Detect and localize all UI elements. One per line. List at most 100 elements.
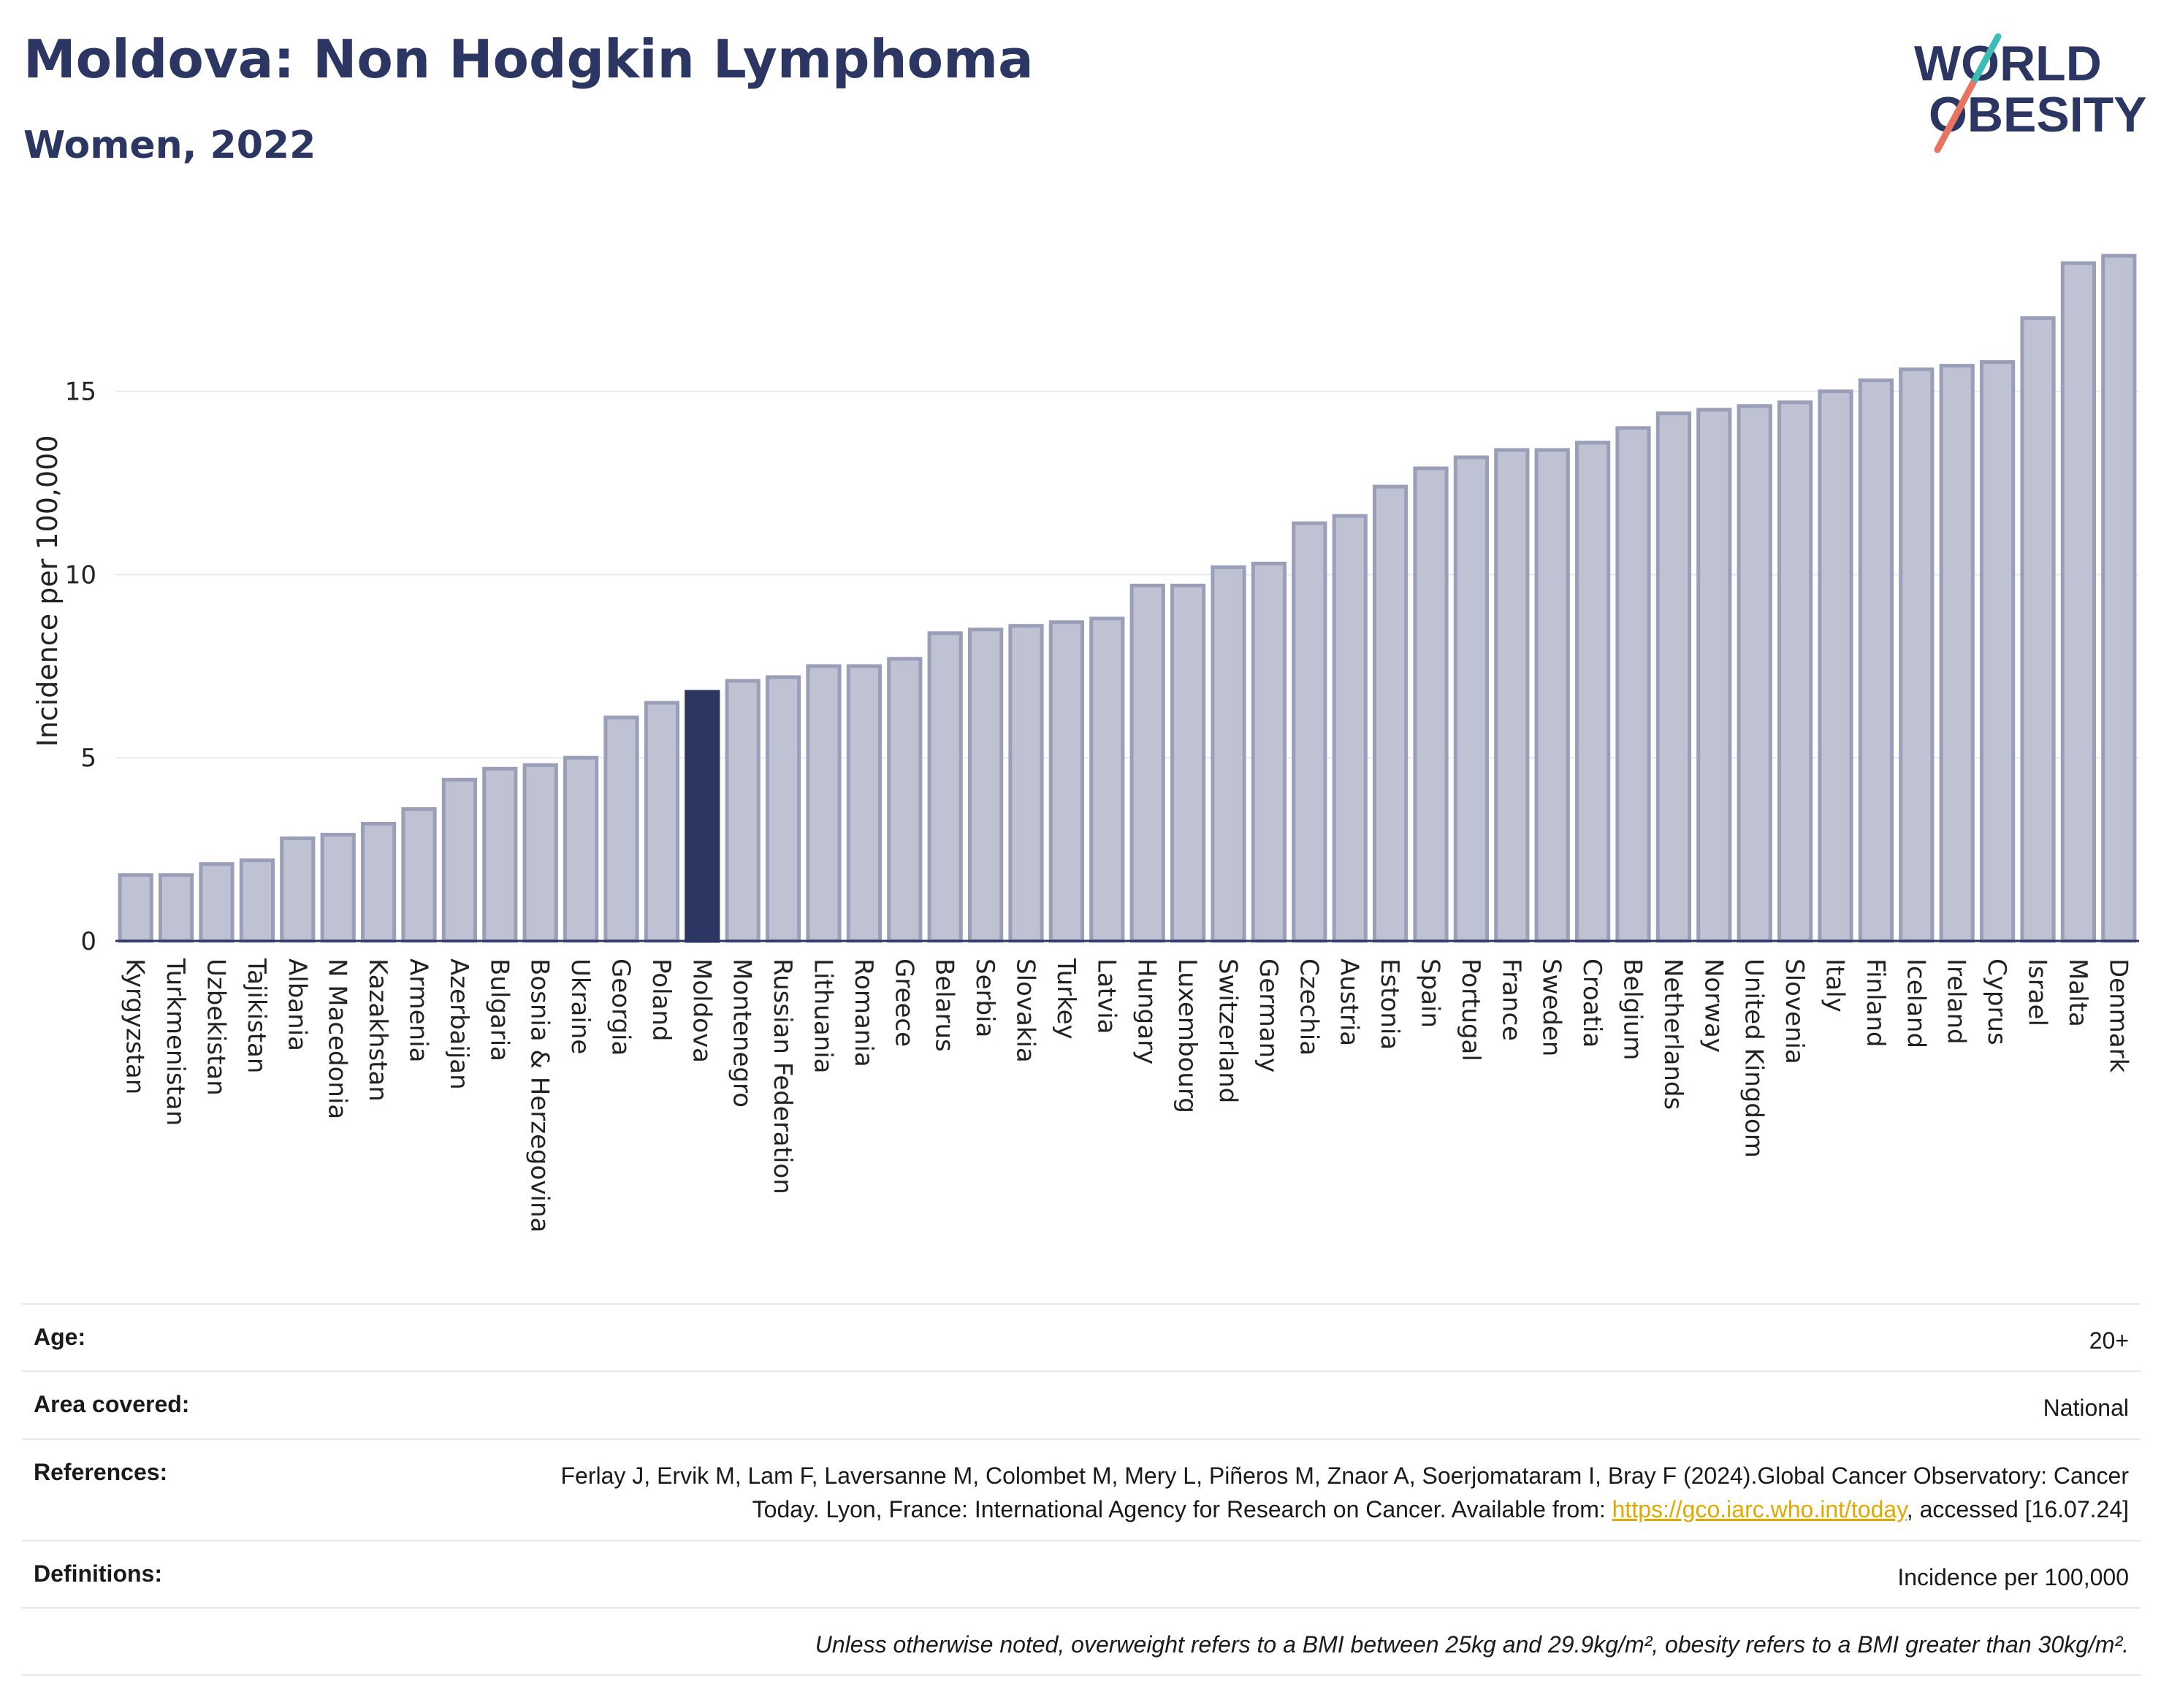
y-tick-label: 0 — [80, 927, 96, 956]
age-label: Age: — [34, 1324, 86, 1350]
x-tick-label: Azerbaijan — [444, 958, 473, 1090]
x-tick-label: Kyrgyzstan — [121, 958, 150, 1094]
bar-sweden — [1534, 448, 1570, 943]
x-tick-label: Austria — [1335, 958, 1364, 1046]
bar-poland — [644, 701, 680, 943]
bar-finland — [1858, 378, 1894, 943]
x-tick-label: Slovenia — [1780, 958, 1809, 1064]
area-label: Area covered: — [34, 1391, 190, 1418]
x-tick-label: Georgia — [606, 958, 636, 1056]
bar-kyrgyzstan — [118, 873, 153, 943]
references-row: References: Ferlay J, Ervik M, Lam F, La… — [22, 1438, 2141, 1540]
bar-belarus — [927, 631, 963, 943]
x-tick-label: Belarus — [930, 958, 959, 1052]
y-tick-label: 5 — [80, 744, 96, 773]
bar-slovakia — [1008, 624, 1044, 943]
bar-greece — [887, 657, 923, 943]
bar-belgium — [1615, 426, 1651, 943]
bar-malta — [2060, 261, 2097, 943]
bar-georgia — [603, 715, 639, 943]
x-tick-label: Poland — [647, 958, 676, 1042]
bar-armenia — [401, 807, 437, 943]
y-axis-label: Incidence per 100,000 — [31, 435, 64, 747]
references-tail: , accessed [16.07.24] — [1906, 1496, 2129, 1523]
bar-uzbekistan — [199, 862, 235, 943]
x-tick-label: Turkey — [1051, 958, 1080, 1040]
bar-lithuania — [806, 664, 842, 943]
x-tick-label: Iceland — [1901, 958, 1930, 1048]
bar-romania — [846, 664, 883, 943]
bar-turkmenistan — [158, 873, 194, 943]
x-tick-label: Greece — [889, 958, 918, 1047]
bar-austria — [1332, 514, 1368, 943]
x-tick-label: Slovakia — [1011, 958, 1040, 1063]
bar-denmark — [2101, 253, 2137, 943]
chart-title: Moldova: Non Hodgkin Lymphoma — [23, 28, 1034, 90]
bar-luxembourg — [1170, 584, 1206, 943]
bar-russian-federation — [765, 675, 801, 943]
logo-line1: WORLD — [1914, 36, 2102, 91]
x-tick-label: Moldova — [687, 958, 716, 1063]
x-tick-label: Hungary — [1132, 958, 1162, 1064]
x-tick-label: Serbia — [970, 958, 999, 1037]
area-value: National — [2043, 1395, 2129, 1422]
references-label: References: — [34, 1458, 168, 1485]
bar-france — [1494, 448, 1530, 943]
x-tick-label: Tajikistan — [242, 958, 271, 1073]
x-tick-label: Spain — [1416, 958, 1445, 1028]
bar-israel — [2020, 316, 2056, 943]
x-tick-label: Germany — [1254, 958, 1283, 1072]
world-obesity-logo: WORLD OBESITY — [1914, 33, 2147, 153]
x-tick-label: Malta — [2063, 958, 2092, 1027]
bar-iceland — [1899, 367, 1935, 943]
x-tick-label: Turkmenistan — [161, 958, 190, 1126]
x-tick-label: Czechia — [1294, 958, 1323, 1056]
bar-montenegro — [725, 679, 761, 943]
bar-germany — [1251, 561, 1287, 943]
x-tick-label: Israel — [2023, 958, 2052, 1026]
x-tick-label: France — [1496, 958, 1525, 1041]
bar-azerbaijan — [441, 777, 478, 943]
x-tick-label: Montenegro — [728, 958, 757, 1107]
references-value: Ferlay J, Ervik M, Lam F, Laversanne M, … — [558, 1459, 2129, 1527]
bar-hungary — [1129, 584, 1165, 943]
bar-tajikistan — [239, 858, 275, 943]
x-tick-label: Finland — [1861, 958, 1890, 1048]
x-tick-label: Sweden — [1537, 958, 1566, 1056]
x-tick-label: Estonia — [1375, 958, 1404, 1050]
bmi-note: Unless otherwise noted, overweight refer… — [815, 1631, 2129, 1658]
metadata-table: Age: 20+ Area covered: National Referenc… — [22, 1303, 2141, 1677]
x-tick-label: Albania — [282, 958, 311, 1051]
y-tick-label: 15 — [65, 378, 96, 407]
chart-subtitle: Women, 2022 — [23, 123, 316, 167]
x-tick-label: Russian Federation — [768, 958, 797, 1194]
x-tick-label: Netherlands — [1658, 958, 1688, 1110]
x-tick-label: Luxembourg — [1173, 958, 1202, 1113]
bar-ireland — [1939, 364, 1975, 943]
x-tick-label: Uzbekistan — [202, 958, 231, 1096]
references-text: Ferlay J, Ervik M, Lam F, Laversanne M, … — [560, 1462, 2129, 1523]
age-value: 20+ — [2089, 1327, 2129, 1354]
x-tick-label: Lithuania — [809, 958, 838, 1073]
x-tick-label: Armenia — [404, 958, 433, 1063]
age-row: Age: 20+ — [22, 1303, 2141, 1370]
bar-bulgaria — [482, 766, 518, 943]
bar-serbia — [967, 628, 1004, 943]
reference-link[interactable]: https://gco.iarc.who.int/today — [1612, 1496, 1907, 1523]
definitions-label: Definitions: — [34, 1560, 162, 1587]
area-row: Area covered: National — [22, 1370, 2141, 1438]
bar-turkey — [1048, 620, 1085, 943]
x-tick-label: Bulgaria — [484, 958, 514, 1061]
x-tick-label: United Kingdom — [1739, 958, 1769, 1158]
bar-portugal — [1453, 455, 1490, 943]
bar-kazakhstan — [360, 822, 397, 943]
bar-moldova — [685, 690, 720, 943]
bar-albania — [280, 836, 316, 943]
x-tick-label: Switzerland — [1213, 958, 1243, 1103]
definitions-row: Definitions: Incidence per 100,000 — [22, 1539, 2141, 1607]
x-tick-label: Portugal — [1456, 958, 1485, 1061]
x-tick-label: Latvia — [1091, 958, 1121, 1034]
bar-latvia — [1089, 617, 1125, 943]
bar-ukraine — [563, 755, 599, 943]
